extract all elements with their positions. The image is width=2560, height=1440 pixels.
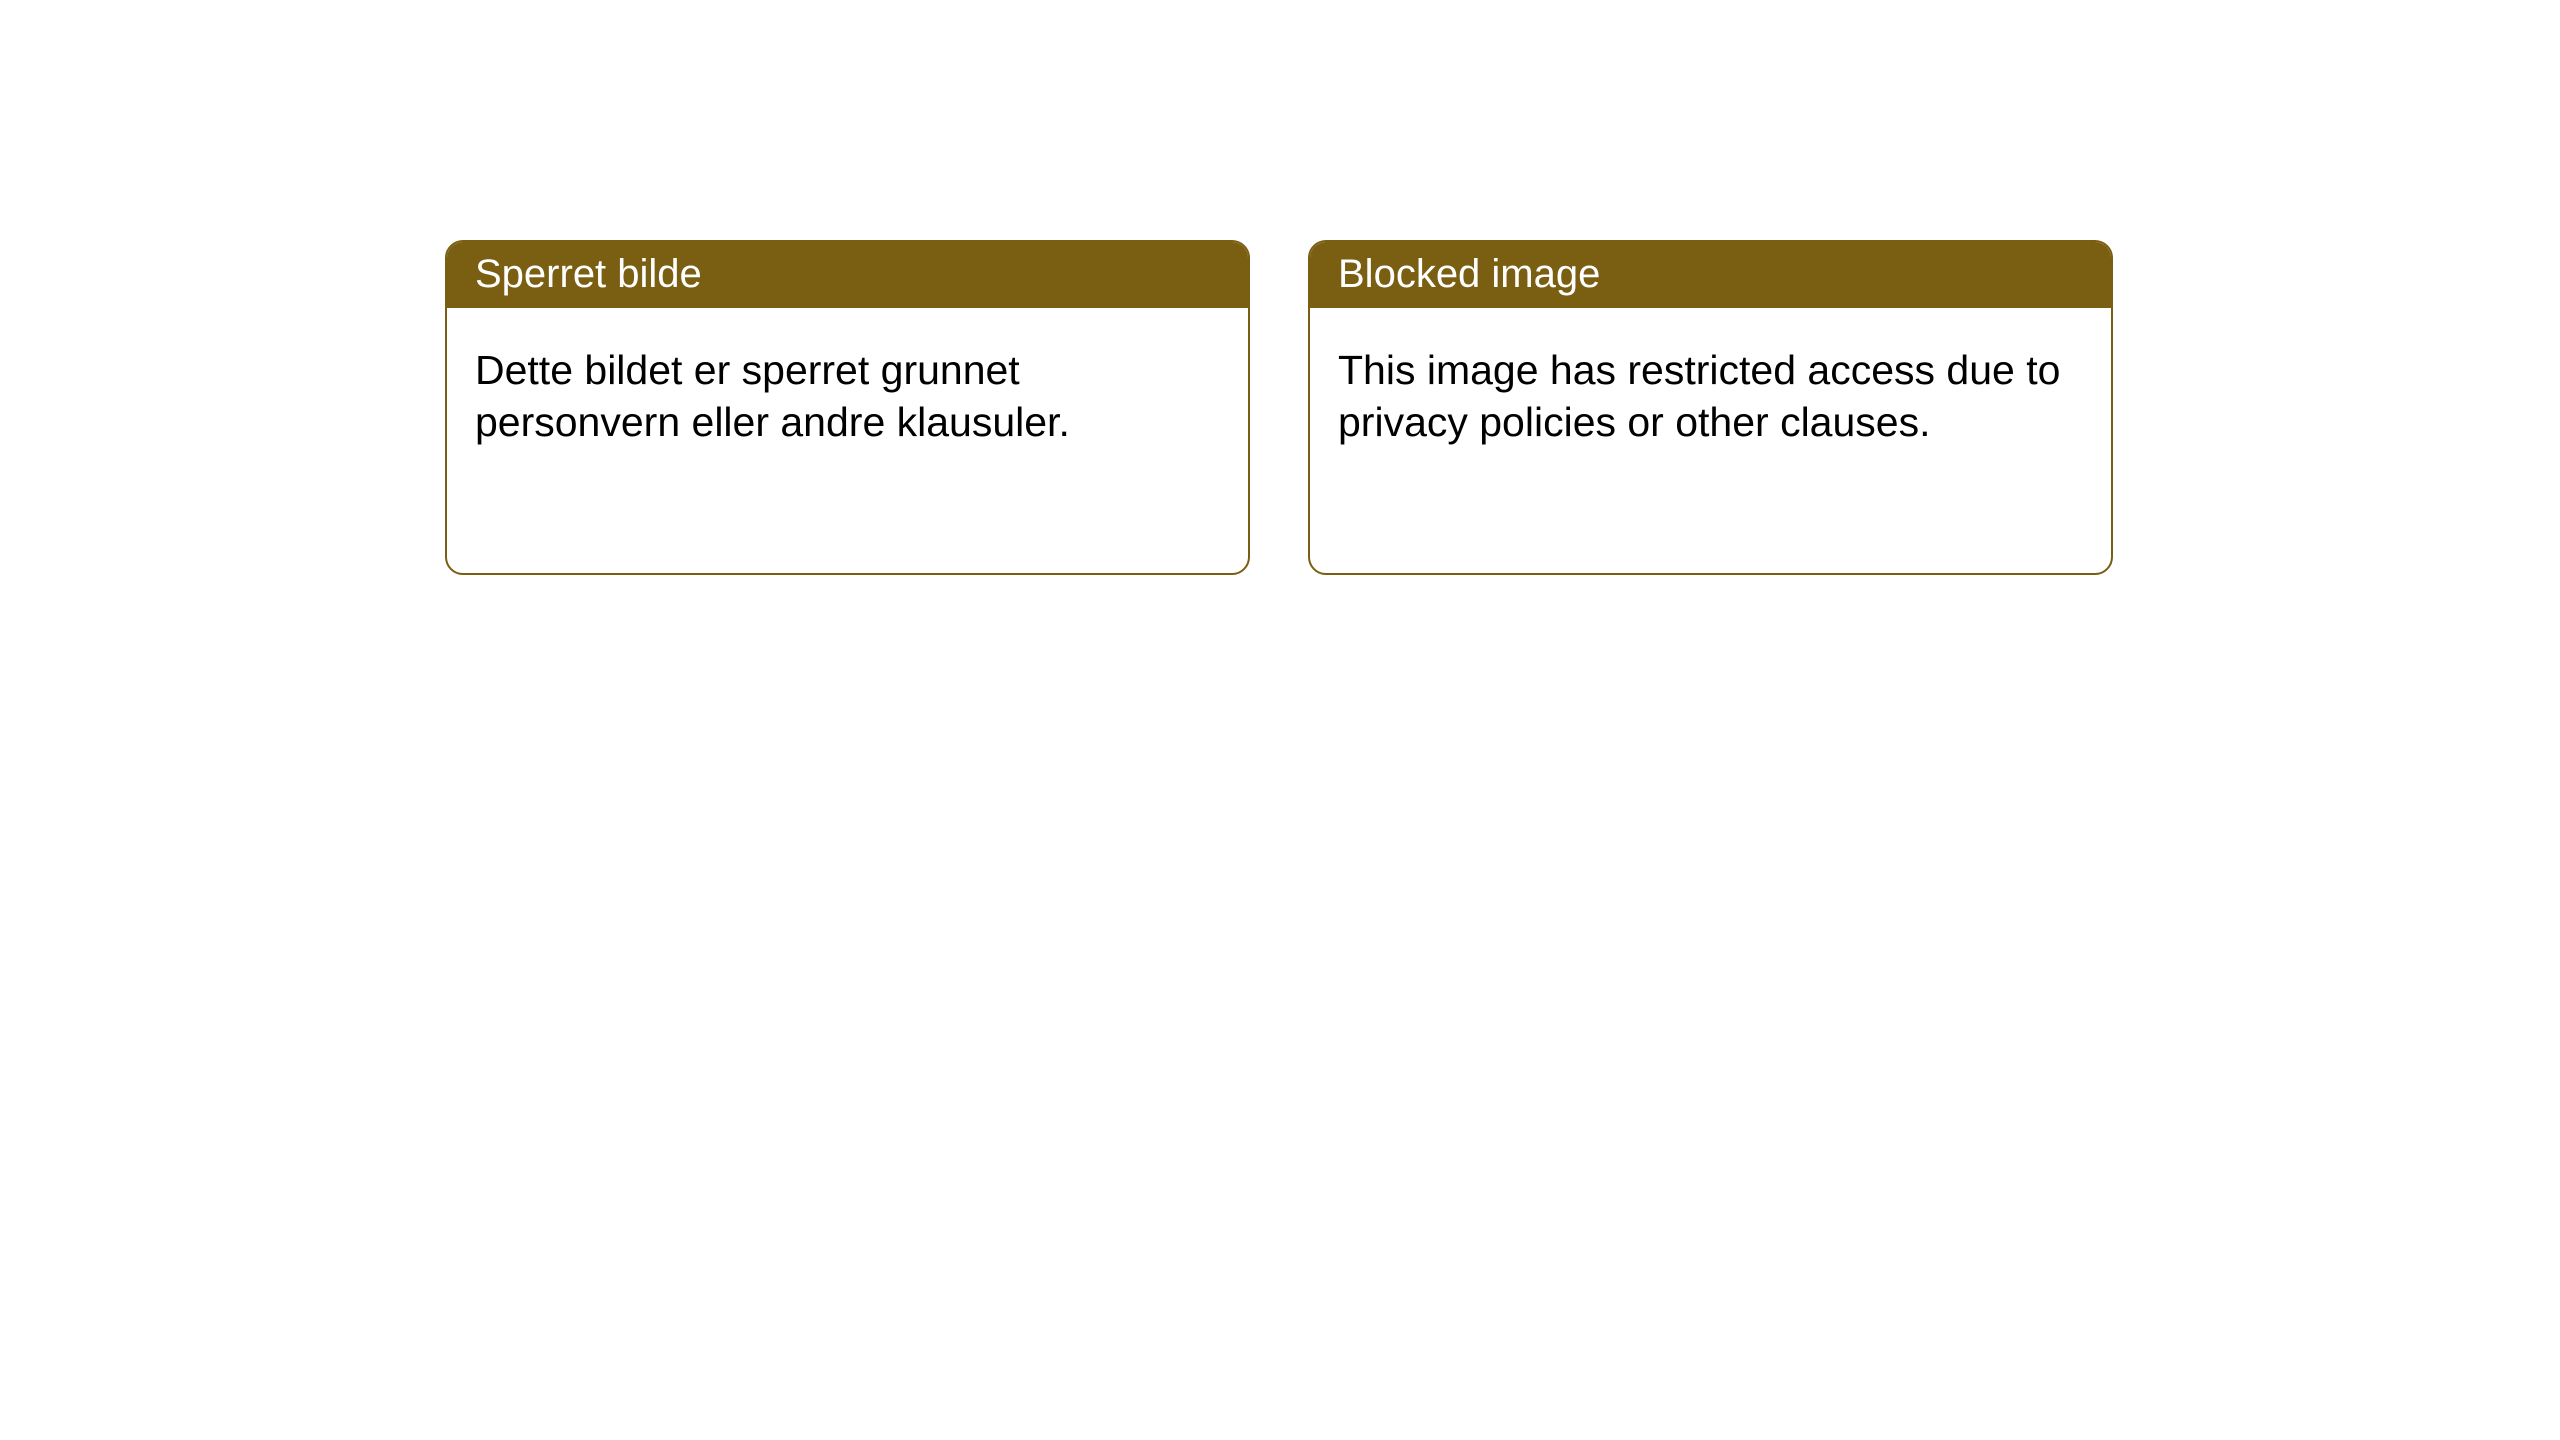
card-title-norwegian: Sperret bilde bbox=[447, 242, 1248, 308]
blocked-image-card-norwegian: Sperret bilde Dette bildet er sperret gr… bbox=[445, 240, 1250, 575]
card-title-english: Blocked image bbox=[1310, 242, 2111, 308]
cards-container: Sperret bilde Dette bildet er sperret gr… bbox=[0, 0, 2560, 575]
blocked-image-card-english: Blocked image This image has restricted … bbox=[1308, 240, 2113, 575]
card-body-english: This image has restricted access due to … bbox=[1310, 308, 2111, 477]
card-body-norwegian: Dette bildet er sperret grunnet personve… bbox=[447, 308, 1248, 477]
